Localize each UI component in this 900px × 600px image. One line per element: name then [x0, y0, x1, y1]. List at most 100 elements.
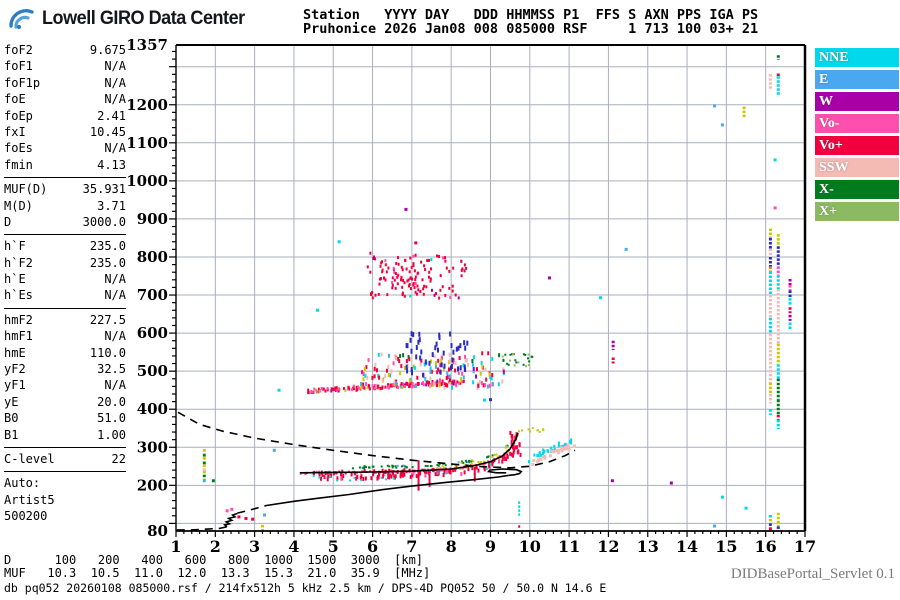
echo-dot: [357, 386, 360, 390]
echo-dot: [511, 453, 514, 458]
echo-dot: [377, 352, 380, 357]
giro-logo[interactable]: Lowell GIRO Data Center: [8, 6, 255, 32]
muf-transmission-curve: [177, 411, 576, 469]
echo-dot: [351, 467, 354, 470]
echo-dot: [428, 275, 430, 279]
param-row-mufd: MUF(D) 35.931: [4, 181, 126, 197]
echo-dot: [563, 447, 567, 451]
echo-dot: [389, 383, 392, 388]
echo-dot: [406, 368, 409, 374]
giro-wave-icon: [9, 9, 34, 30]
echo-dot: [401, 473, 404, 478]
echo-dot: [444, 256, 446, 260]
echo-dot: [364, 476, 367, 481]
echo-dot: [445, 376, 448, 381]
echo-dot: [557, 441, 560, 445]
echo-dot: [462, 467, 464, 470]
echo-dot: [560, 449, 564, 453]
echo-dot: [506, 453, 509, 458]
otrace-fit: [299, 432, 519, 474]
echo-dot: [443, 385, 446, 390]
echo-dot: [402, 382, 405, 386]
echo-dot: [362, 377, 365, 382]
echo-dot: [412, 364, 415, 369]
echo-dot: [419, 290, 422, 293]
echo-dot: [454, 361, 457, 366]
echo-dot: [344, 472, 347, 475]
echo-dot: [388, 468, 391, 473]
echo-dot: [323, 475, 326, 480]
param-label: 500200: [4, 509, 48, 524]
param-label: foEp: [4, 108, 33, 123]
echo-dot: [540, 454, 543, 457]
echo-dot: [517, 449, 520, 454]
echo-dot: [400, 278, 402, 282]
echo-dot: [405, 359, 408, 363]
echo-dot: [358, 466, 361, 469]
echo-dot: [386, 368, 388, 373]
param-row-fmin: fmin 4.13: [4, 157, 126, 173]
noise-dot: [713, 524, 717, 528]
param-label: fmin: [4, 157, 33, 172]
echo-dot: [460, 380, 463, 383]
echo-dot: [415, 474, 418, 479]
y-tick-label: 300: [137, 438, 168, 456]
x-tick-label: 17: [794, 537, 816, 556]
echo-dot: [495, 453, 498, 456]
echo-dot: [541, 455, 545, 459]
echo-dot: [326, 387, 329, 390]
y-tick-label: 400: [137, 400, 168, 418]
param-label: h`Es: [4, 288, 33, 303]
echo-dot: [436, 472, 439, 475]
param-row-hme: hmE 110.0: [4, 345, 126, 361]
echo-dot: [485, 377, 488, 382]
echo-dot: [423, 362, 426, 367]
echo-dot: [450, 343, 453, 349]
echo-dot: [435, 384, 438, 387]
echo-dot: [503, 456, 506, 461]
echo-dot: [539, 457, 543, 461]
echo-dot: [315, 388, 317, 392]
echo-dot: [537, 454, 540, 458]
echo-dot: [479, 371, 482, 376]
echo-dot: [401, 386, 404, 389]
param-value: N/A: [104, 329, 126, 344]
echo-dot: [353, 476, 356, 479]
axes: [169, 44, 807, 537]
param-row-fxi: fxI 10.45: [4, 124, 126, 140]
echo-dot: [396, 275, 399, 279]
noise-dot: [277, 388, 281, 392]
echo-dot: [463, 340, 466, 346]
param-value: N/A: [104, 92, 126, 107]
echo-dot: [416, 375, 419, 380]
echo-dot: [441, 469, 443, 472]
echo-dot: [460, 472, 463, 477]
param-label: B1: [4, 427, 19, 442]
noise-dot: [624, 247, 628, 251]
profile-valley-step: [222, 512, 238, 528]
param-value: 4.13: [97, 157, 126, 172]
echo-dot: [481, 364, 484, 369]
echo-dot: [406, 279, 409, 283]
echo-dot: [472, 369, 475, 374]
echo-dot: [443, 382, 446, 386]
echo-dot: [391, 283, 394, 287]
noise-dot: [713, 104, 717, 108]
echo-dot: [409, 381, 412, 385]
echo-dot: [505, 457, 508, 462]
echo-dot: [451, 284, 454, 288]
echo-dot: [477, 383, 480, 388]
noise-dot: [599, 296, 603, 300]
echo-dot: [363, 386, 366, 390]
echo-dot: [527, 460, 530, 463]
echo-dot: [388, 386, 391, 390]
echo-dot: [401, 268, 404, 272]
echo-dot: [378, 277, 381, 281]
echo-dot: [506, 444, 509, 447]
echo-dot: [355, 388, 358, 392]
echo-dot: [449, 377, 451, 382]
echo-dot: [408, 357, 411, 362]
echo-dot: [512, 445, 514, 450]
echo-dot: [436, 379, 439, 383]
